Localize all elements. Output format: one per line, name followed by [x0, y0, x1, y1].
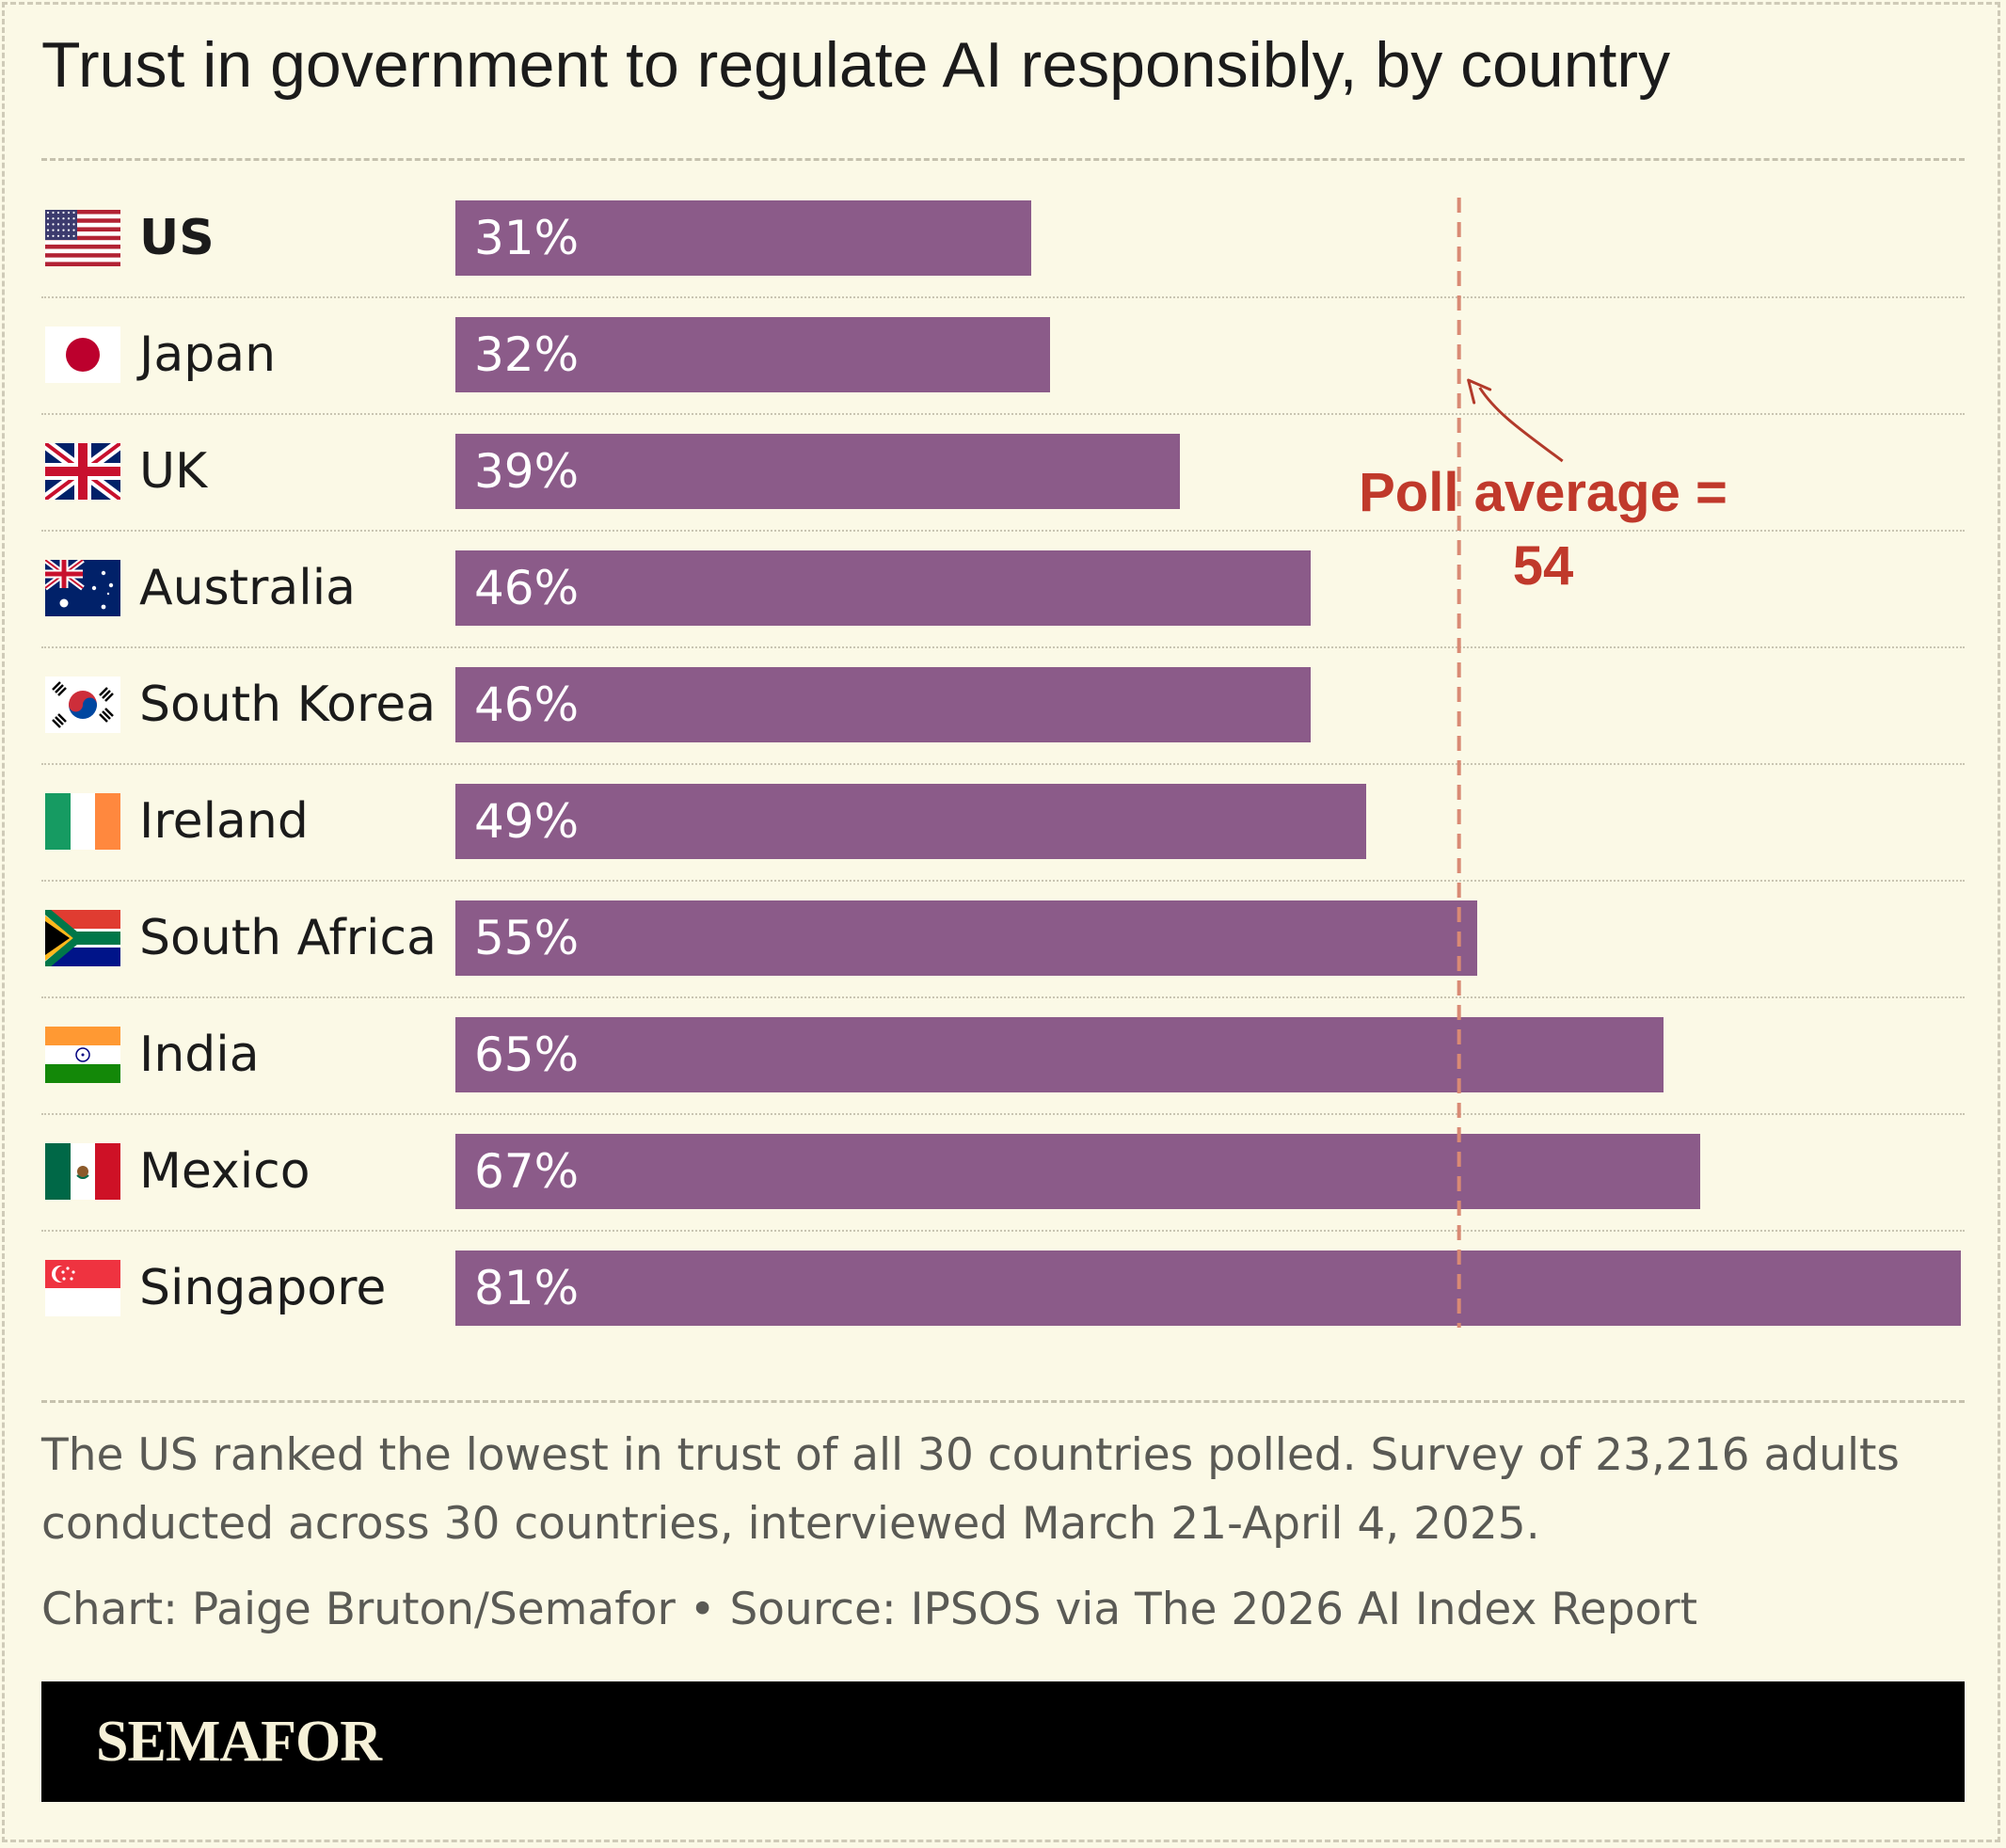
india-flag-icon [45, 1027, 120, 1083]
bar-australia: 46% [455, 550, 1311, 626]
mexico-flag-icon [45, 1143, 120, 1200]
country-label-us: US [139, 210, 215, 266]
row-separator [41, 646, 1965, 648]
bar-south-korea: 46% [455, 667, 1311, 742]
singapore-flag-icon [45, 1260, 120, 1316]
chart-title: Trust in government to regulate AI respo… [41, 29, 1671, 101]
chart-credit: Chart: Paige Bruton/Semafor • Source: IP… [41, 1584, 1698, 1635]
bar-mexico: 67% [455, 1134, 1701, 1209]
country-label-australia: Australia [139, 560, 357, 616]
row-separator [41, 996, 1965, 998]
top-divider [41, 158, 1965, 161]
south-korea-flag-icon [45, 677, 120, 733]
bar-value-label-australia: 46% [474, 561, 580, 615]
bar-value-label-japan: 32% [474, 327, 580, 382]
australia-flag-icon [45, 560, 120, 616]
uk-flag-icon [45, 443, 120, 500]
bar-value-label-ireland: 49% [474, 794, 580, 849]
row-separator [41, 1113, 1965, 1115]
bar-ireland: 49% [455, 784, 1366, 859]
bottom-divider [41, 1400, 1965, 1403]
row-separator [41, 880, 1965, 882]
row-separator [41, 296, 1965, 298]
us-flag-icon [45, 210, 120, 266]
country-label-mexico: Mexico [139, 1143, 310, 1200]
bar-value-label-singapore: 81% [474, 1261, 580, 1315]
country-label-uk: UK [139, 443, 208, 500]
japan-flag-icon [45, 327, 120, 383]
poll-average-label: Poll average = 54 [1345, 456, 1741, 603]
country-label-ireland: Ireland [139, 793, 309, 850]
bar-value-label-us: 31% [474, 211, 580, 265]
row-separator [41, 413, 1965, 415]
country-label-singapore: Singapore [139, 1260, 387, 1316]
country-label-south-korea: South Korea [139, 677, 437, 733]
bar-value-label-mexico: 67% [474, 1144, 580, 1199]
bar-us: 31% [455, 200, 1032, 276]
bar-value-label-india: 65% [474, 1028, 580, 1082]
row-separator [41, 530, 1965, 532]
bar-india: 65% [455, 1017, 1664, 1092]
bar-uk: 39% [455, 434, 1181, 509]
poll-average-value: 54 [1512, 535, 1574, 597]
bar-value-label-south-africa: 55% [474, 911, 580, 965]
bar-japan: 32% [455, 317, 1051, 392]
south-africa-flag-icon [45, 910, 120, 966]
bar-value-label-uk: 39% [474, 444, 580, 499]
row-separator [41, 1230, 1965, 1232]
ireland-flag-icon [45, 793, 120, 850]
chart-note: The US ranked the lowest in trust of all… [41, 1429, 1900, 1550]
country-label-japan: Japan [139, 327, 277, 383]
bar-south-africa: 55% [455, 900, 1478, 976]
semafor-logo: SEMAFOR [96, 1710, 382, 1774]
brand-footer: SEMAFOR [41, 1681, 1965, 1802]
row-separator [41, 763, 1965, 765]
country-label-south-africa: South Africa [139, 910, 437, 966]
country-label-india: India [139, 1027, 260, 1083]
poll-average-label-line1: Poll average = [1359, 462, 1727, 523]
bar-value-label-south-korea: 46% [474, 677, 580, 732]
bar-singapore: 81% [455, 1251, 1961, 1326]
